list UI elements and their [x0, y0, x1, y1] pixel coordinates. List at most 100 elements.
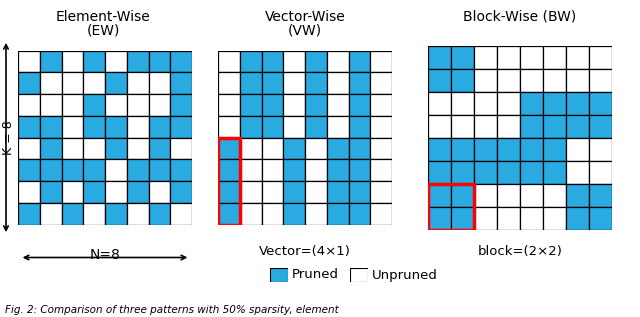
Bar [451, 46, 474, 68]
Bar [40, 50, 61, 72]
Text: Vector=(4×1): Vector=(4×1) [259, 245, 351, 258]
Bar [148, 181, 170, 203]
Bar [170, 94, 192, 116]
Bar [305, 94, 327, 116]
Bar [497, 138, 520, 160]
Bar [451, 184, 474, 206]
Bar [18, 116, 40, 138]
Bar [240, 72, 262, 94]
Bar [566, 138, 589, 160]
Bar [218, 138, 240, 224]
Bar [127, 159, 148, 181]
Bar [284, 203, 305, 224]
Bar [148, 203, 170, 224]
Bar [61, 138, 83, 159]
Bar [305, 159, 327, 181]
Bar [371, 50, 392, 72]
Bar [428, 138, 451, 160]
Bar [240, 116, 262, 138]
Bar [543, 92, 566, 114]
Bar [218, 50, 240, 72]
Bar [497, 92, 520, 114]
Bar [305, 138, 327, 159]
Bar [61, 203, 83, 224]
Bar [474, 160, 497, 184]
Bar [451, 114, 474, 138]
Bar [83, 138, 105, 159]
Text: Pruned: Pruned [292, 268, 339, 281]
Bar [18, 94, 40, 116]
Bar [543, 114, 566, 138]
Bar [240, 203, 262, 224]
Bar [349, 116, 371, 138]
Bar [105, 138, 127, 159]
Bar [148, 138, 170, 159]
Bar [240, 94, 262, 116]
Bar [497, 68, 520, 92]
Bar [589, 46, 612, 68]
Bar [543, 68, 566, 92]
Bar [474, 114, 497, 138]
Bar [349, 181, 371, 203]
Bar [428, 68, 451, 92]
Bar [105, 159, 127, 181]
Bar [284, 72, 305, 94]
Bar [262, 138, 284, 159]
Bar [428, 92, 451, 114]
Bar [520, 160, 543, 184]
Bar [40, 94, 61, 116]
Bar [589, 184, 612, 206]
Bar [170, 72, 192, 94]
Bar [83, 94, 105, 116]
Bar [349, 50, 371, 72]
Bar [520, 114, 543, 138]
Bar [349, 138, 371, 159]
Bar [451, 206, 474, 230]
Bar [127, 138, 148, 159]
Bar [127, 50, 148, 72]
Bar [371, 203, 392, 224]
Bar [40, 138, 61, 159]
Text: N=8: N=8 [90, 248, 120, 262]
Bar [327, 116, 349, 138]
Bar [566, 160, 589, 184]
Bar [127, 203, 148, 224]
Text: Element-Wise: Element-Wise [56, 10, 150, 24]
Bar [451, 68, 474, 92]
Bar [543, 184, 566, 206]
Bar [520, 184, 543, 206]
Bar [170, 159, 192, 181]
Bar [83, 159, 105, 181]
Bar [349, 94, 371, 116]
Bar [105, 116, 127, 138]
Bar [327, 72, 349, 94]
Bar [566, 114, 589, 138]
Bar [566, 46, 589, 68]
Bar [127, 72, 148, 94]
Bar [262, 72, 284, 94]
Bar [170, 181, 192, 203]
Bar [61, 116, 83, 138]
Bar [589, 206, 612, 230]
Bar [127, 181, 148, 203]
Bar [566, 92, 589, 114]
Bar [61, 50, 83, 72]
Text: (EW): (EW) [86, 23, 120, 37]
Bar [148, 159, 170, 181]
Bar [428, 46, 451, 68]
Bar [543, 206, 566, 230]
Bar [305, 72, 327, 94]
Bar [566, 184, 589, 206]
Bar [520, 46, 543, 68]
Bar [371, 181, 392, 203]
Bar [497, 160, 520, 184]
Bar [305, 50, 327, 72]
Bar [240, 181, 262, 203]
Bar [284, 50, 305, 72]
Bar [18, 50, 40, 72]
Bar [305, 203, 327, 224]
Bar [170, 203, 192, 224]
Bar [589, 114, 612, 138]
Bar [40, 181, 61, 203]
Bar [520, 138, 543, 160]
